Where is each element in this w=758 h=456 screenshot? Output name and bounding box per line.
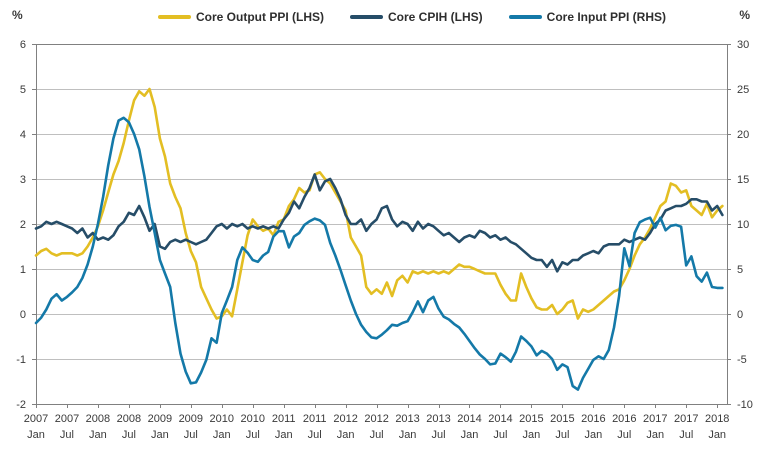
right-axis-tick-label: 0 — [737, 309, 743, 321]
left-axis-tick-label: 0 — [20, 309, 26, 321]
x-axis-month-label: Jul — [370, 429, 384, 441]
left-axis-tick-label: 4 — [20, 129, 26, 141]
x-axis-month-label: Jul — [493, 429, 507, 441]
x-axis-month-label: Jul — [617, 429, 631, 441]
x-axis-year-label: 2017 — [643, 413, 667, 425]
legend-swatch-core-input-ppi — [508, 15, 542, 19]
x-axis-year-label: 2016 — [612, 413, 636, 425]
right-axis-tick-label: 20 — [737, 129, 749, 141]
x-axis-month-label: Jan — [275, 429, 293, 441]
x-axis-month-label: Jul — [184, 429, 198, 441]
x-axis-month-label: Jan — [461, 429, 479, 441]
left-axis-tick-label: 3 — [20, 174, 26, 186]
left-axis-tick-label: 6 — [20, 39, 26, 51]
series-line-core-cpih-lhs — [34, 173, 724, 273]
left-axis-tick-label: 1 — [20, 264, 26, 276]
x-axis-year-label: 2009 — [148, 413, 172, 425]
x-axis-month-label: Jan — [151, 429, 169, 441]
x-axis-year-label: 2015 — [550, 413, 574, 425]
right-axis-tick-label: -10 — [737, 399, 753, 411]
right-axis-tick-label: 10 — [737, 219, 749, 231]
x-axis-month-label: Jan — [584, 429, 602, 441]
x-axis-month-label: Jul — [555, 429, 569, 441]
left-axis-tick-label: -2 — [16, 399, 26, 411]
x-axis-year-label: 2012 — [333, 413, 357, 425]
x-axis-month-label: Jan — [646, 429, 664, 441]
legend-label-core-output-ppi: Core Output PPI (LHS) — [196, 10, 324, 24]
x-axis-year-label: 2016 — [581, 413, 605, 425]
x-axis-year-label: 2007 — [55, 413, 79, 425]
legend-swatch-core-output-ppi — [158, 15, 191, 19]
x-axis-month-label: Jul — [679, 429, 693, 441]
left-axis-unit-label: % — [12, 8, 23, 22]
legend-label-core-input-ppi: Core Input PPI (RHS) — [546, 10, 667, 24]
left-axis-tick-label: -1 — [16, 354, 26, 366]
x-axis-year-label: 2011 — [303, 413, 327, 425]
x-axis-month-label: Jan — [89, 429, 107, 441]
right-axis-unit-label: % — [739, 8, 750, 22]
x-axis-month-label: Jan — [399, 429, 417, 441]
x-axis-month-label: Jul — [60, 429, 74, 441]
x-axis-month-label: Jan — [337, 429, 355, 441]
series-line-core-input-ppi-rhs — [34, 116, 724, 391]
x-axis-year-label: 2017 — [674, 413, 698, 425]
legend-item-core-cpih: Core CPIH (LHS) — [350, 10, 483, 24]
right-axis-tick-label: 15 — [737, 174, 749, 186]
x-axis-year-label: 2012 — [364, 413, 388, 425]
legend-swatch-core-cpih — [350, 15, 383, 19]
x-axis-year-label: 2011 — [272, 413, 296, 425]
x-axis-year-label: 2007 — [24, 413, 48, 425]
x-axis-month-label: Jan — [523, 429, 541, 441]
x-axis-month-label: Jan — [27, 429, 45, 441]
x-axis-year-label: 2013 — [426, 413, 450, 425]
x-axis-month-label: Jul — [122, 429, 136, 441]
x-axis-year-label: 2008 — [86, 413, 110, 425]
x-axis-year-label: 2014 — [488, 413, 512, 425]
legend-item-core-output-ppi: Core Output PPI (LHS) — [158, 10, 324, 24]
right-axis-tick-label: 30 — [737, 39, 749, 51]
x-axis-year-label: 2008 — [117, 413, 141, 425]
right-axis-tick-label: 5 — [737, 264, 743, 276]
x-axis-month-label: Jul — [308, 429, 322, 441]
series-line-core-output-ppi-lhs — [34, 87, 724, 320]
x-axis-year-label: 2010 — [241, 413, 265, 425]
legend-label-core-cpih: Core CPIH (LHS) — [388, 10, 483, 24]
x-axis-year-label: 2010 — [210, 413, 234, 425]
x-axis-month-label: Jul — [431, 429, 445, 441]
x-axis-month-label: Jan — [213, 429, 231, 441]
left-axis-tick-label: 5 — [20, 84, 26, 96]
left-axis-tick-label: 2 — [20, 219, 26, 231]
chart-legend: Core Output PPI (LHS) Core CPIH (LHS) Co… — [158, 10, 666, 24]
right-axis-tick-label: -5 — [737, 354, 747, 366]
x-axis-year-label: 2013 — [395, 413, 419, 425]
x-axis-year-label: 2009 — [179, 413, 203, 425]
x-axis-year-label: 2015 — [519, 413, 543, 425]
x-axis-month-label: Jul — [246, 429, 260, 441]
legend-item-core-input-ppi: Core Input PPI (RHS) — [508, 10, 667, 24]
right-axis-tick-label: 25 — [737, 84, 749, 96]
x-axis-month-label: Jan — [708, 429, 726, 441]
x-axis-year-label: 2018 — [705, 413, 729, 425]
x-axis-year-label: 2014 — [457, 413, 481, 425]
